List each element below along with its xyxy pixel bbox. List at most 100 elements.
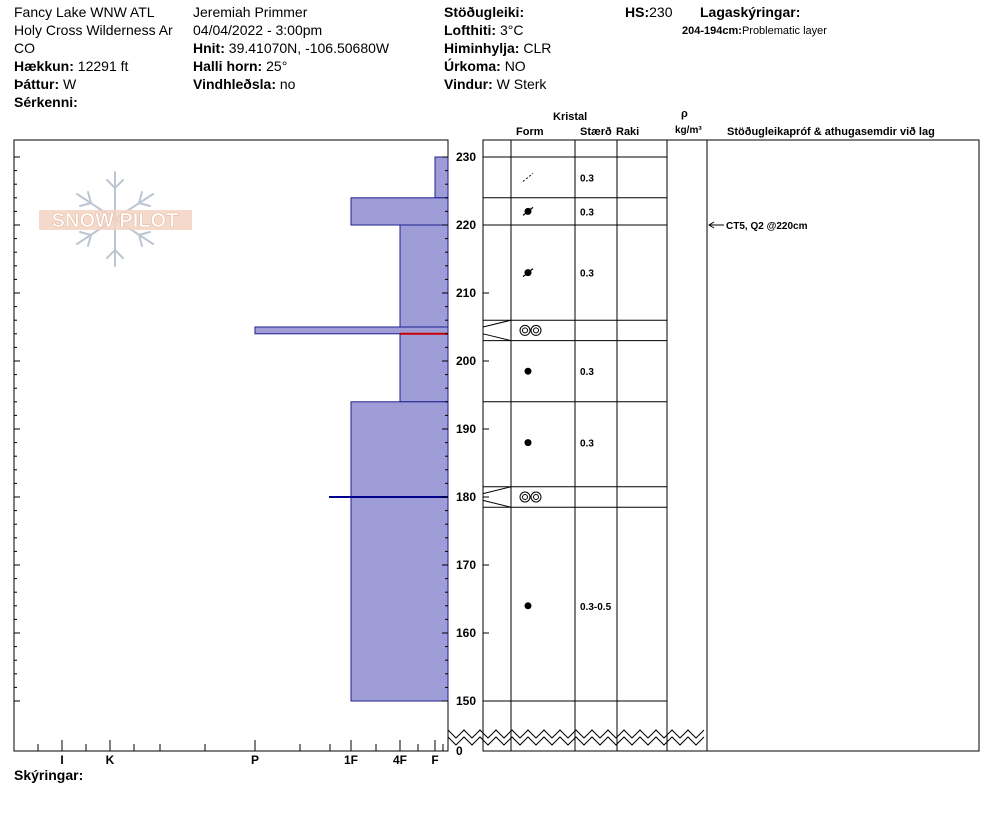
stability-tests: CT5, Q2 @220cm (708, 221, 808, 232)
wind-loading-label: Vindhleðsla: (193, 76, 276, 92)
hardness-tick-label: P (251, 753, 259, 767)
hardness-tick-label: K (106, 753, 115, 767)
sky-value: CLR (523, 40, 552, 56)
melt-freeze-symbol (533, 327, 539, 334)
grain-size-label: 0.3 (580, 173, 594, 184)
elevation-value: 12291 ft (77, 58, 129, 74)
layer-connector (482, 486, 512, 495)
aspect-label: Þáttur: (14, 76, 60, 92)
melt-freeze-symbol (522, 327, 528, 334)
rounding-grain-stroke (522, 268, 534, 278)
elevation: Hækkun: 12291 ft (14, 57, 128, 75)
grain-size-label: 0.3 (580, 367, 594, 378)
crystal-table: 0.3 0.3 0.3 0.3 0.3 0.3-0.5 (482, 140, 708, 751)
legend-text: Problematic layer (741, 25, 827, 37)
rounded-grain-symbol (524, 602, 532, 610)
legend-entry: 204-194cm:Problematic layer (682, 25, 827, 38)
rounded-grain-symbol (524, 439, 532, 447)
location-name: Fancy Lake WNW ATL (14, 4, 155, 20)
test-pointer-arrow (708, 221, 715, 229)
aspect: Þáttur: W (14, 75, 76, 93)
depth-tick-label: 150 (456, 694, 476, 708)
region-name: Holy Cross Wilderness Ar (14, 22, 173, 38)
wind-loading-value: no (279, 76, 296, 92)
sky-cover: Himinhylja: CLR (444, 39, 551, 57)
rounding-grain-stroke (522, 206, 534, 216)
coords-value: 39.41070N, -106.50680W (228, 40, 390, 56)
density-symbol: ρ (681, 108, 688, 120)
notes-label: Skýringar: (14, 767, 84, 783)
hardness-axis: I K P 1F 4F F (37, 740, 444, 767)
melt-freeze-symbol (522, 494, 528, 500)
hs-label: HS: (625, 4, 650, 20)
hardness-profile (254, 156, 449, 702)
aspect-value: W (63, 76, 77, 92)
size-header: Stærð (580, 126, 612, 138)
tests-header: Stöðugleikapróf & athugasemdir við lag (727, 126, 935, 138)
melt-freeze-symbol (530, 491, 542, 503)
depth-tick-label: 230 (456, 150, 476, 164)
observer-name: Jeremiah Primmer (193, 4, 308, 20)
hardness-tick-label: I (60, 753, 63, 767)
features-label: Sérkenni: (14, 94, 78, 110)
form-header: Form (516, 126, 544, 138)
precip-value: NO (504, 58, 526, 74)
layer-connector (482, 499, 512, 508)
air-temp-label: Lofthiti: (444, 22, 497, 38)
slope-value: 25° (266, 58, 288, 74)
crystal-header: Kristal (553, 111, 588, 123)
axis-break-mark (447, 729, 705, 739)
layer-connector (482, 333, 512, 342)
coords-label: Hnit: (193, 40, 225, 56)
melt-freeze-symbol (533, 494, 539, 500)
grain-size-label: 0.3-0.5 (580, 602, 612, 613)
depth-zero-label: 0 (456, 744, 463, 758)
coordinates: Hnit: 39.41070N, -106.50680W (193, 39, 389, 57)
grain-size-label: 0.3 (580, 269, 594, 280)
hardness-layer (254, 326, 449, 335)
precip-label: Úrkoma: (444, 58, 501, 74)
depth-tick-label: 190 (456, 422, 476, 436)
state-name: CO (14, 40, 35, 56)
wind-loading: Vindhleðsla: no (193, 75, 295, 93)
slope-angle: Halli horn: 25° (193, 57, 287, 75)
melt-freeze-symbol (519, 491, 531, 503)
axis-break-mark (447, 736, 705, 746)
hardness-layer (399, 333, 449, 403)
hardness-tick-label: F (431, 753, 438, 767)
hardness-layer (350, 197, 449, 226)
sky-label: Himinhylja: (444, 40, 520, 56)
rounded-grain-symbol (524, 367, 532, 375)
depth-tick-label: 200 (456, 354, 476, 368)
wind: Vindur: W Sterk (444, 75, 546, 93)
legend-label: Lagaskýringar: (700, 4, 801, 20)
melt-freeze-symbol (519, 324, 531, 336)
snowpilot-logo: SNOW PILOT (39, 171, 192, 267)
moisture-header: Raki (616, 126, 640, 138)
depth-tick-label: 170 (456, 558, 476, 572)
snow-height: HS:230 (625, 3, 672, 21)
hardness-layer (399, 224, 449, 328)
logo-text: SNOW PILOT (52, 210, 179, 232)
hardness-tick-label: 4F (393, 753, 407, 767)
test-result-label: CT5, Q2 @220cm (726, 221, 808, 232)
wind-label: Vindur: (444, 76, 493, 92)
precipitation: Úrkoma: NO (444, 57, 526, 75)
air-temp-value: 3°C (499, 22, 524, 38)
stability-label: Stöðugleiki: (444, 4, 525, 20)
hardness-tick-label: 1F (344, 753, 358, 767)
air-temperature: Lofthiti: 3°C (444, 21, 523, 39)
layer-connector (482, 319, 512, 328)
depth-axis: 150 160 170 180 190 200 210 220 230 0 (14, 150, 705, 758)
observation-datetime: 04/04/2022 - 3:00pm (193, 22, 323, 38)
hardness-layer (434, 156, 449, 199)
depth-tick-label: 160 (456, 626, 476, 640)
depth-tick-label: 210 (456, 286, 476, 300)
grain-size-label: 0.3 (580, 207, 594, 218)
elevation-label: Hækkun: (14, 58, 74, 74)
legend-range: 204-194cm: (682, 25, 742, 37)
wind-value: W Sterk (496, 76, 547, 92)
grain-size-label: 0.3 (580, 439, 594, 450)
slope-label: Halli horn: (193, 58, 263, 74)
